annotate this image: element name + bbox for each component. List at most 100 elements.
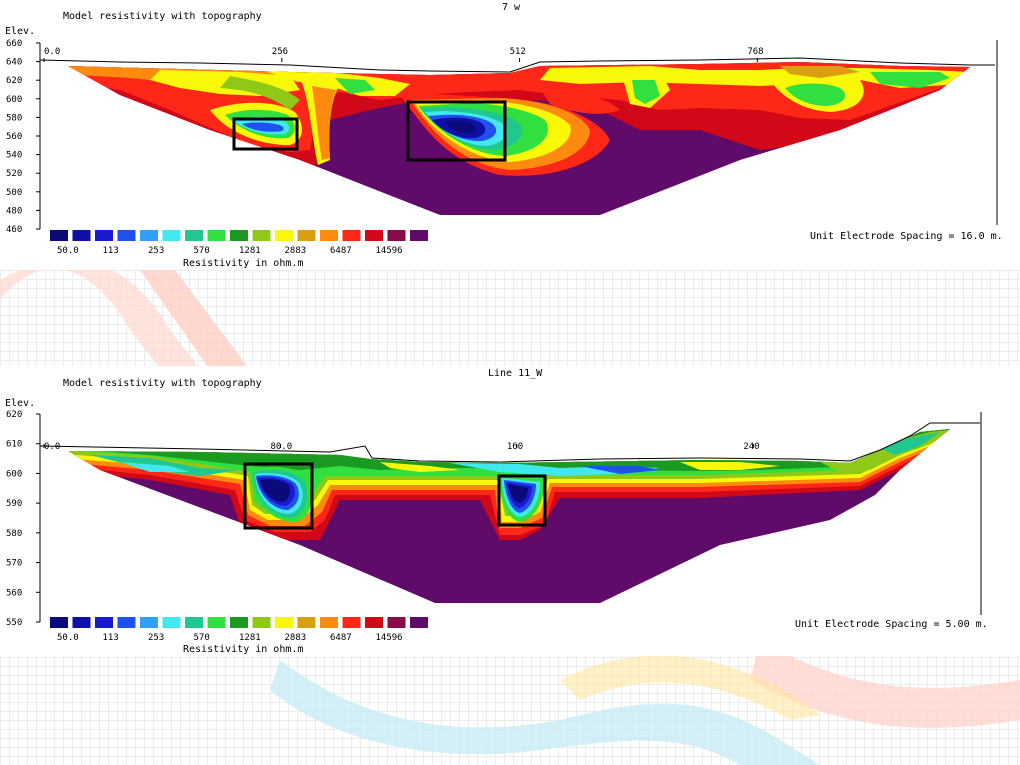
legend-swatch	[185, 617, 203, 628]
panel-1-elev-label: Elev.	[5, 26, 35, 37]
legend-value: 50.0	[57, 633, 79, 643]
legend-value: 570	[194, 246, 210, 256]
x-tick-label: 256	[272, 47, 288, 57]
legend-swatch	[252, 617, 271, 628]
x-tick-label: 768	[747, 47, 763, 57]
panel-2-anomaly-box-1	[243, 462, 314, 530]
y-tick-label: 560	[6, 588, 22, 598]
panel-1-y-axis: 660 640 620 600 580 560 540 520 500 480 460	[6, 39, 41, 235]
legend-swatch	[387, 230, 406, 241]
legend-swatch	[342, 617, 361, 628]
x-tick-label: 0.0	[44, 47, 60, 57]
legend-swatch	[72, 617, 91, 628]
x-tick-label: 80.0	[270, 442, 292, 452]
panel-1-color-legend: 50.0 113 253 570 1281 2883 6487 14596	[50, 230, 428, 256]
legend-value: 2883	[285, 246, 307, 256]
legend-swatch	[72, 230, 91, 241]
y-tick-label: 610	[6, 440, 22, 450]
legend-swatch	[95, 230, 113, 241]
x-tick-label: 512	[510, 47, 526, 57]
y-tick-label: 600	[6, 469, 22, 479]
legend-swatch	[50, 230, 68, 241]
legend-swatch	[230, 617, 248, 628]
legend-value: 253	[148, 246, 164, 256]
panel-2: Model resistivity with topography Line 1…	[0, 366, 1020, 656]
legend-value: 113	[103, 633, 119, 643]
legend-swatch	[117, 617, 136, 628]
y-tick-label: 640	[6, 58, 22, 68]
legend-value: 6487	[330, 633, 352, 643]
y-tick-label: 540	[6, 151, 22, 161]
legend-swatch	[275, 617, 293, 628]
panel-1: Model resistivity with topography 7 w El…	[0, 0, 1020, 270]
panel-2-elev-label: Elev.	[5, 398, 35, 409]
legend-swatch	[410, 617, 428, 628]
panel-2-y-axis: 620 610 600 590 580 570 560 550	[6, 410, 41, 628]
panel-2-anomaly-box-2	[497, 474, 547, 527]
panel-1-x-axis: 0.0 256 512 768	[43, 47, 764, 62]
legend-swatch	[140, 617, 158, 628]
y-tick-label: 580	[6, 529, 22, 539]
legend-swatch	[162, 230, 181, 241]
y-tick-label: 480	[6, 206, 22, 216]
y-tick-label: 580	[6, 113, 22, 123]
legend-value: 253	[148, 633, 164, 643]
legend-value: 14596	[376, 633, 403, 643]
y-tick-label: 500	[6, 188, 22, 198]
panel-2-x-axis: 0.0 80.0 160 240	[43, 442, 760, 452]
panel-1-line-name: 7 w	[502, 2, 521, 13]
legend-value: 113	[103, 246, 119, 256]
y-tick-label: 620	[6, 410, 22, 420]
legend-swatch	[207, 617, 226, 628]
x-tick-label: 0.0	[44, 442, 60, 452]
legend-swatch	[185, 230, 203, 241]
panel-1-anomaly-box-1	[232, 117, 299, 151]
legend-swatch	[320, 617, 338, 628]
legend-swatch	[297, 617, 316, 628]
panel-2-title: Model resistivity with topography	[63, 378, 262, 389]
legend-swatch	[95, 617, 113, 628]
legend-swatch	[320, 230, 338, 241]
y-tick-label: 570	[6, 559, 22, 569]
legend-value: 2883	[285, 633, 307, 643]
y-tick-label: 560	[6, 132, 22, 142]
panel-1-unit-spacing: Unit Electrode Spacing = 16.0 m.	[810, 231, 1003, 242]
legend-swatch	[297, 230, 316, 241]
legend-swatch	[140, 230, 158, 241]
y-tick-label: 600	[6, 95, 22, 105]
y-tick-label: 590	[6, 499, 22, 509]
y-tick-label: 660	[6, 39, 22, 49]
legend-value: 14596	[376, 246, 403, 256]
panel-2-unit-spacing: Unit Electrode Spacing = 5.00 m.	[795, 619, 988, 630]
legend-swatch	[365, 230, 383, 241]
panel-2-color-legend: 50.0 113 253 570 1281 2883 6487 14596	[50, 617, 428, 643]
legend-value: 6487	[330, 246, 352, 256]
legend-swatch	[230, 230, 248, 241]
legend-value: 1281	[239, 246, 261, 256]
legend-swatch	[50, 617, 68, 628]
panel-1-legend-title: Resistivity in ohm.m	[183, 258, 303, 269]
legend-value: 570	[194, 633, 210, 643]
legend-swatch	[387, 617, 406, 628]
panel-2-legend-title: Resistivity in ohm.m	[183, 644, 303, 655]
x-tick-label: 160	[507, 442, 523, 452]
y-tick-label: 460	[6, 225, 22, 235]
legend-swatch	[410, 230, 428, 241]
legend-swatch	[162, 617, 181, 628]
legend-swatch	[117, 230, 136, 241]
y-tick-label: 550	[6, 618, 22, 628]
legend-value: 1281	[239, 633, 261, 643]
y-tick-label: 520	[6, 169, 22, 179]
y-tick-label: 620	[6, 76, 22, 86]
panel-2-line-name: Line 11_W	[488, 368, 543, 379]
legend-swatch	[275, 230, 293, 241]
panel-1-title: Model resistivity with topography	[63, 11, 262, 22]
panel-1-resistivity-section	[39, 40, 998, 225]
legend-swatch	[342, 230, 361, 241]
legend-value: 50.0	[57, 246, 79, 256]
legend-swatch	[207, 230, 226, 241]
legend-swatch	[365, 617, 383, 628]
x-tick-label: 240	[743, 442, 759, 452]
panel-1-anomaly-box-2	[406, 100, 507, 162]
legend-swatch	[252, 230, 271, 241]
